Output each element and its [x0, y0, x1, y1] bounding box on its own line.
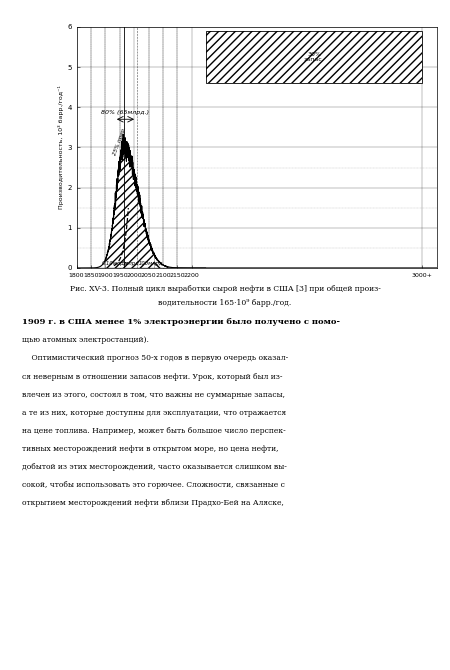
- Text: сокой, чтобы использовать это горючее. Сложности, связанные с: сокой, чтобы использовать это горючее. С…: [22, 481, 285, 489]
- Text: на цене топлива. Например, может быть большое число перспек-: на цене топлива. Например, может быть бо…: [22, 427, 286, 435]
- Text: Оптимистический прогноз 50-х годов в первую очередь оказал-: Оптимистический прогноз 50-х годов в пер…: [22, 354, 289, 362]
- Text: добытой из этих месторождений, часто оказывается слишком вы-: добытой из этих месторождений, часто ока…: [22, 463, 288, 471]
- Text: 1909 г. в США менее 1% электроэнергии было получено с помо-: 1909 г. в США менее 1% электроэнергии бы…: [22, 318, 341, 326]
- Text: 80% (65млрд.): 80% (65млрд.): [101, 111, 149, 115]
- Text: ся неверным в отношении запасов нефти. Урок, который был из-: ся неверным в отношении запасов нефти. У…: [22, 373, 283, 381]
- Bar: [206, 31, 422, 83]
- Y-axis label: Производительность, 10³ барр./год⁻¹: Производительность, 10³ барр./год⁻¹: [58, 86, 64, 209]
- Text: водительности 165·10⁹ барр./год.: водительности 165·10⁹ барр./год.: [158, 299, 292, 308]
- Text: а те из них, которые доступны для эксплуатации, что отражается: а те из них, которые доступны для эксплу…: [22, 409, 287, 417]
- Bar: [206, 31, 422, 83]
- Text: открытием месторождений нефти вблизи Прадхо-Бей на Аляске,: открытием месторождений нефти вблизи Пра…: [22, 499, 284, 507]
- Text: 100млрд.: 100млрд.: [138, 261, 164, 266]
- Text: влечен из этого, состоял в том, что важны не суммарные запасы,: влечен из этого, состоял в том, что важн…: [22, 391, 285, 399]
- Text: 5млрд.: 5млрд.: [122, 261, 141, 266]
- Text: 30%
запас.: 30% запас.: [304, 52, 324, 62]
- Text: 0.10млрд.: 0.10млрд.: [102, 261, 129, 266]
- Text: тивных месторождений нефти в открытом море, но цена нефти,: тивных месторождений нефти в открытом мо…: [22, 445, 279, 453]
- Text: 25% прир.: 25% прир.: [113, 127, 128, 156]
- Text: щью атомных электростанций).: щью атомных электростанций).: [22, 336, 149, 344]
- Text: Рис. XV-3. Полный цикл выработки сырой нефти в США [3] при общей произ-: Рис. XV-3. Полный цикл выработки сырой н…: [70, 285, 380, 293]
